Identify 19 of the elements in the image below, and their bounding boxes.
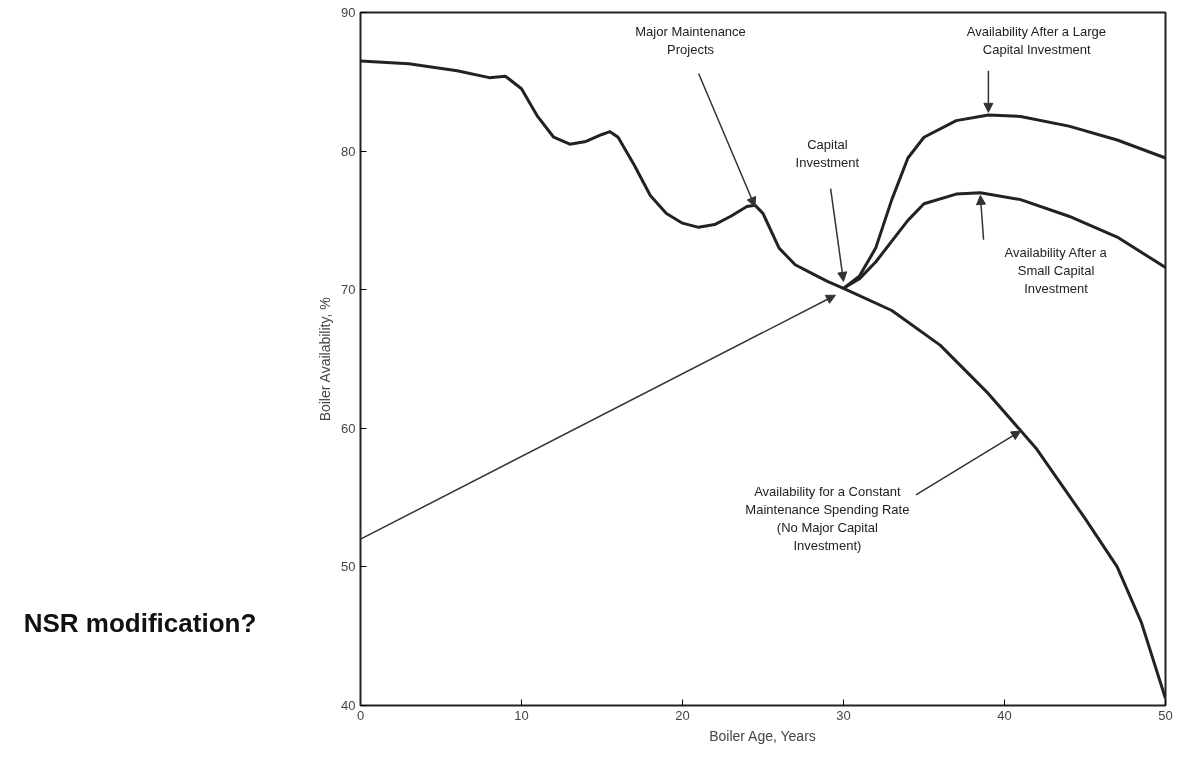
annotation: Availability After a Small Capital Investment xyxy=(1004,245,1108,297)
y-tick-label: 60 xyxy=(341,420,356,436)
x-axis-title: Boiler Age, Years xyxy=(709,727,816,744)
y-axis-title: Boiler Availability, % xyxy=(317,297,334,422)
x-tick-label: 20 xyxy=(675,707,690,723)
x-tick-label: 40 xyxy=(997,707,1012,723)
y-tick-label: 90 xyxy=(341,5,356,20)
text: NSR modification? xyxy=(23,607,257,640)
annotation: Major Maintenance Projects xyxy=(635,23,746,57)
x-tick-label: 50 xyxy=(1158,707,1173,723)
y-tick-label: 80 xyxy=(341,143,356,159)
y-tick-label: 50 xyxy=(341,559,356,575)
annotation: Availability for a Constant Maintenance Spending Rate (No Major Capital Investment) xyxy=(745,483,910,553)
x-tick-label: 30 xyxy=(836,707,851,723)
annotation: Capital Investment xyxy=(795,137,860,171)
x-tick-label: 10 xyxy=(514,707,529,723)
y-tick-label: 70 xyxy=(341,282,356,298)
x-tick-label: 0 xyxy=(356,707,365,723)
annotation: Availability After a Large Capital Investment xyxy=(966,23,1106,57)
